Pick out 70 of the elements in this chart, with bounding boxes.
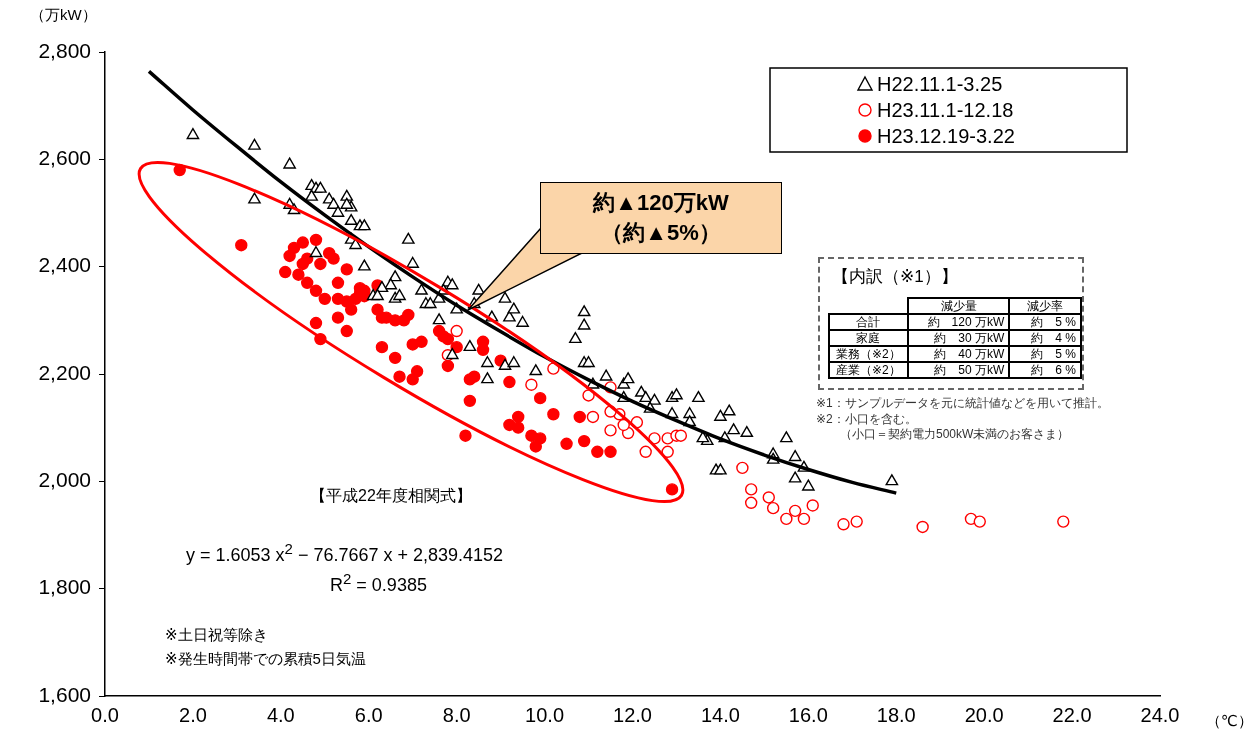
annotation: 【平成22年度相関式】 bbox=[310, 486, 472, 506]
legend-label: H22.11.1-3.25 bbox=[877, 72, 1003, 95]
point bbox=[788, 504, 802, 518]
y-tick-label: 2,800 bbox=[38, 38, 91, 62]
point bbox=[806, 499, 819, 512]
annotation: 家庭 bbox=[829, 330, 908, 346]
annotation: （小口＝契約電力500kW未満のお客さま） bbox=[840, 426, 1070, 443]
point bbox=[837, 518, 850, 531]
annotation: ※発生時間帯での累積5日気温 bbox=[165, 650, 366, 669]
annotation: 約 50 万kW bbox=[907, 362, 1010, 378]
point bbox=[762, 491, 775, 504]
point bbox=[1057, 515, 1070, 528]
point bbox=[850, 515, 863, 528]
x-tick-label: 16.0 bbox=[788, 703, 828, 726]
x-tick-label: 12.0 bbox=[613, 703, 652, 726]
annotation: 減少量 bbox=[907, 298, 1010, 314]
annotation: ※1：サンプルデータを元に統計値などを用いて推計。 bbox=[816, 395, 1109, 412]
point bbox=[661, 445, 674, 459]
x-tick-label: 8.0 bbox=[442, 703, 471, 726]
x-tick-label: 18.0 bbox=[876, 703, 916, 726]
annotation: 約 40 万kW bbox=[907, 346, 1010, 362]
annotation: 約 120 万kW bbox=[907, 314, 1010, 330]
y-tick-label: 1,600 bbox=[38, 682, 91, 706]
annotation: 減少率 bbox=[1009, 298, 1081, 314]
annotation: R$^{2}$ = 0.9385 bbox=[330, 570, 427, 596]
annotation: 約 30 万kW bbox=[907, 330, 1010, 346]
y-tick-label: 2,600 bbox=[38, 146, 91, 170]
annotation: 合計 bbox=[829, 314, 908, 330]
x-tick-label: 6.0 bbox=[354, 703, 383, 726]
annotation: 【内訳（※1）】 bbox=[832, 266, 958, 288]
point bbox=[604, 424, 617, 437]
annotation: 約 5 % bbox=[1009, 314, 1081, 330]
point bbox=[639, 445, 652, 459]
point bbox=[450, 324, 463, 338]
point bbox=[973, 515, 986, 528]
x-axis-title: （℃） bbox=[1206, 712, 1252, 731]
y-axis-title: （万kW） bbox=[30, 6, 97, 25]
annotation: 約 5 % bbox=[1009, 346, 1081, 362]
x-tick-label: 24.0 bbox=[1140, 703, 1180, 726]
x-tick-label: 4.0 bbox=[266, 703, 295, 726]
annotation: 約 6 % bbox=[1009, 362, 1081, 378]
annotation: ※土日祝等除き bbox=[165, 626, 268, 645]
legend-label: H23.11.1-12.18 bbox=[877, 98, 1014, 121]
legend-label: H23.12.19-3.22 bbox=[877, 124, 1015, 147]
annotation: 約 4 % bbox=[1009, 330, 1081, 346]
annotation: ※2：小口を含む。 bbox=[816, 411, 917, 428]
point bbox=[916, 520, 929, 534]
x-tick-label: 22.0 bbox=[1052, 703, 1092, 726]
point bbox=[586, 410, 600, 424]
x-tick-label: 2.0 bbox=[179, 703, 207, 726]
point bbox=[674, 429, 688, 442]
y-tick-label: 2,000 bbox=[38, 468, 91, 492]
y-tick-label: 2,200 bbox=[38, 360, 91, 384]
annotation: 産業（※2） bbox=[829, 362, 908, 378]
y-tick-label: 1,800 bbox=[38, 575, 91, 599]
point bbox=[736, 461, 749, 475]
annotation: y = 1.6053 x$^{2}$ − 76.7667 x + 2,839.4152 bbox=[186, 540, 504, 566]
point bbox=[780, 512, 793, 526]
x-tick-label: 20.0 bbox=[964, 703, 1004, 726]
point bbox=[744, 483, 758, 496]
point bbox=[766, 501, 780, 515]
point bbox=[744, 496, 758, 509]
callout-box: 約▲120万kW （約▲5%） bbox=[540, 182, 782, 254]
annotation: 業務（※2） bbox=[829, 346, 908, 362]
y-tick-label: 2,400 bbox=[38, 253, 91, 277]
x-tick-label: 14.0 bbox=[700, 703, 740, 726]
x-tick-label: 10.0 bbox=[525, 703, 565, 726]
point bbox=[797, 512, 811, 526]
x-tick-label: 0.0 bbox=[91, 703, 119, 726]
point bbox=[525, 378, 538, 391]
